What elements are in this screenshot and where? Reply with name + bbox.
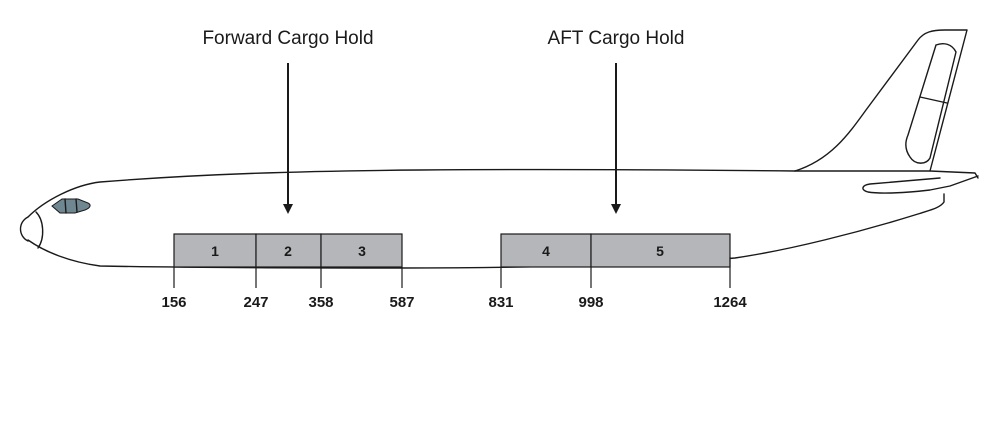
station-scale: 156 247 358 587 831 998 1264 — [161, 257, 747, 311]
forward-hold-title: Forward Cargo Hold — [202, 28, 373, 49]
fuselage-bottom — [27, 193, 945, 269]
nose-cone — [19, 216, 29, 242]
compartment-2: 2 — [255, 233, 322, 268]
station-label: 998 — [578, 294, 603, 311]
compartment-label: 3 — [358, 243, 366, 259]
compartment-label: 5 — [656, 243, 664, 259]
station-label: 156 — [161, 294, 186, 311]
station-label: 247 — [243, 294, 268, 311]
cockpit-window — [51, 198, 91, 214]
compartment-5: 5 — [590, 233, 731, 268]
fin-detail — [905, 43, 957, 164]
compartment-label: 4 — [542, 243, 550, 259]
compartment-box — [320, 233, 403, 268]
cockpit-window-divider — [64, 198, 67, 214]
station-label: 1264 — [713, 294, 747, 311]
tail-cone-top — [794, 170, 979, 179]
compartment-box — [255, 233, 322, 268]
compartments: 1 2 3 4 5 — [173, 233, 731, 268]
fin-detail-line — [919, 96, 948, 104]
station-label: 358 — [308, 294, 333, 311]
compartment-4: 4 — [500, 233, 592, 268]
compartment-1: 1 — [173, 233, 257, 268]
aircraft-outline — [19, 29, 979, 269]
station-label: 587 — [389, 294, 414, 311]
horizontal-stabilizer — [862, 175, 979, 194]
compartment-label: 1 — [211, 243, 219, 259]
station-label: 831 — [488, 294, 513, 311]
compartment-label: 2 — [284, 243, 292, 259]
forward-hold-arrow-head — [283, 204, 293, 214]
compartment-3: 3 — [320, 233, 403, 268]
vertical-stabilizer — [794, 29, 968, 172]
hold-callouts: Forward Cargo Hold AFT Cargo Hold — [202, 28, 684, 214]
fuselage-top — [27, 168, 796, 218]
aft-hold-arrow-head — [611, 204, 621, 214]
compartment-box — [590, 233, 731, 268]
cockpit-window-divider — [75, 198, 78, 213]
aft-hold-title: AFT Cargo Hold — [548, 28, 685, 49]
nose-radome — [35, 211, 44, 249]
compartment-box — [500, 233, 592, 268]
